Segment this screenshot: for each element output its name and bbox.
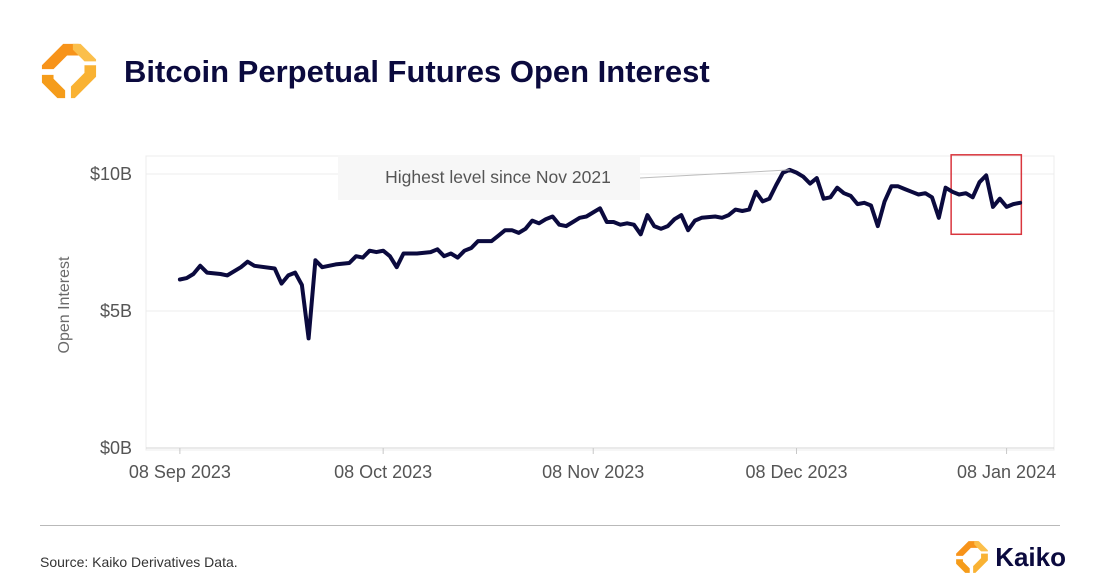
chart: Open Interest $0B $5B $10B 08 Sep 2023 08 O… (56, 154, 1056, 482)
footer-divider (40, 525, 1060, 526)
x-axis-ticks: 08 Sep 2023 08 Oct 2023 08 Nov 2023 08 Dec … (129, 448, 1056, 482)
highlight-box (950, 154, 1023, 236)
brand: Kaiko (955, 540, 1066, 574)
source-note: Source: Kaiko Derivatives Data. (40, 554, 238, 570)
y-axis-ticks: $0B $5B $10B (90, 164, 132, 458)
y-tick-label: $0B (100, 438, 132, 458)
y-tick-label: $10B (90, 164, 132, 184)
y-axis-title: Open Interest (56, 256, 73, 354)
x-tick-label: 08 Nov 2023 (542, 462, 644, 482)
chart-grid (145, 155, 1055, 451)
series-line (177, 167, 1023, 341)
x-tick-label: 08 Jan 2024 (957, 462, 1056, 482)
x-tick-label: 08 Oct 2023 (334, 462, 432, 482)
annotation-text: Highest level since Nov 2021 (385, 167, 611, 187)
page-title: Bitcoin Perpetual Futures Open Interest (124, 54, 710, 89)
x-tick-label: 08 Sep 2023 (129, 462, 231, 482)
brand-name: Kaiko (995, 541, 1066, 572)
y-tick-label: $5B (100, 301, 132, 321)
annotation-leader-line (639, 169, 790, 179)
annotation-box (338, 155, 640, 200)
kaiko-brand-icon (956, 541, 989, 573)
plot-area-border (145, 155, 1055, 451)
x-tick-label: 08 Dec 2023 (745, 462, 847, 482)
kaiko-logo-icon (41, 43, 97, 99)
